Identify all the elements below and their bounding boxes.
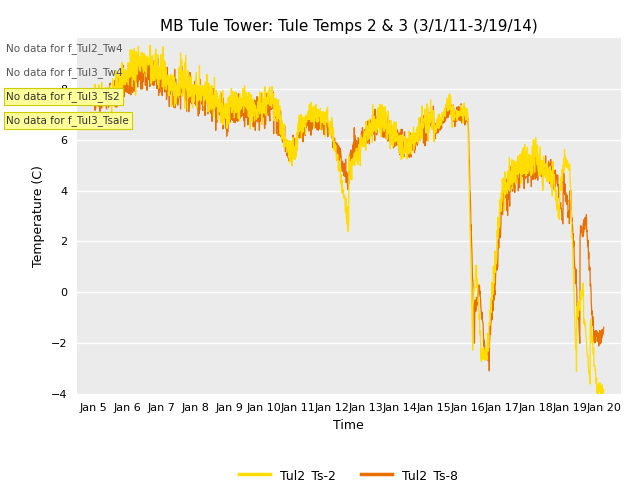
- Tul2_Ts-2: [324, 124, 332, 130]
- Tul2_Ts-2: [116, 72, 124, 78]
- Legend: Tul2_Ts-2, Tul2_Ts-8: Tul2_Ts-2, Tul2_Ts-8: [234, 464, 463, 480]
- Tul2_Ts-2: [147, 42, 154, 48]
- Text: No data for f_Tul3_Ts2: No data for f_Tul3_Ts2: [6, 91, 120, 102]
- Tul2_Ts-2: [598, 393, 605, 399]
- Tul2_Ts-2: [585, 369, 593, 374]
- Tul2_Ts-8: [586, 267, 593, 273]
- Tul2_Ts-2: [492, 253, 499, 259]
- Tul2_Ts-8: [485, 368, 493, 374]
- Line: Tul2_Ts-8: Tul2_Ts-8: [94, 59, 604, 371]
- Text: No data for f_Tul3_Tw4: No data for f_Tul3_Tw4: [6, 67, 123, 78]
- Tul2_Ts-8: [492, 268, 500, 274]
- Tul2_Ts-8: [90, 95, 98, 101]
- Tul2_Ts-2: [90, 88, 98, 94]
- Tul2_Ts-8: [136, 56, 143, 61]
- Text: No data for f_Tul3_Tsale: No data for f_Tul3_Tsale: [6, 115, 129, 126]
- Tul2_Ts-8: [324, 124, 332, 130]
- Tul2_Ts-2: [586, 372, 593, 377]
- Line: Tul2_Ts-2: Tul2_Ts-2: [94, 45, 604, 396]
- Tul2_Ts-8: [600, 324, 607, 330]
- Tul2_Ts-2: [600, 387, 607, 393]
- X-axis label: Time: Time: [333, 419, 364, 432]
- Title: MB Tule Tower: Tule Temps 2 & 3 (3/1/11-3/19/14): MB Tule Tower: Tule Temps 2 & 3 (3/1/11-…: [160, 20, 538, 35]
- Tul2_Ts-2: [338, 178, 346, 183]
- Tul2_Ts-8: [116, 98, 124, 104]
- Tul2_Ts-8: [586, 264, 593, 269]
- Tul2_Ts-8: [338, 162, 346, 168]
- Y-axis label: Temperature (C): Temperature (C): [32, 165, 45, 267]
- Text: No data for f_Tul2_Tw4: No data for f_Tul2_Tw4: [6, 43, 123, 54]
